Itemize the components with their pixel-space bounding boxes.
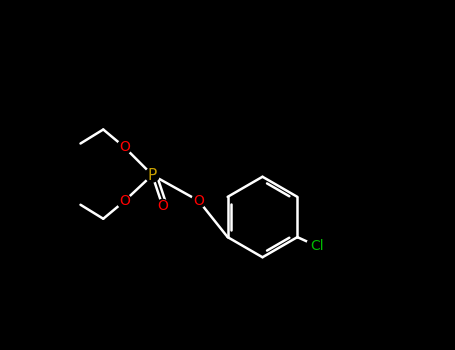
Circle shape: [145, 168, 159, 182]
Circle shape: [117, 140, 131, 154]
Circle shape: [117, 194, 131, 208]
Text: P: P: [147, 168, 157, 182]
Text: O: O: [119, 194, 130, 208]
Text: O: O: [157, 199, 168, 213]
Text: O: O: [119, 140, 130, 154]
Text: Cl: Cl: [310, 239, 324, 253]
Circle shape: [307, 236, 326, 256]
Circle shape: [156, 199, 170, 213]
Circle shape: [192, 194, 206, 208]
Text: O: O: [193, 194, 204, 208]
